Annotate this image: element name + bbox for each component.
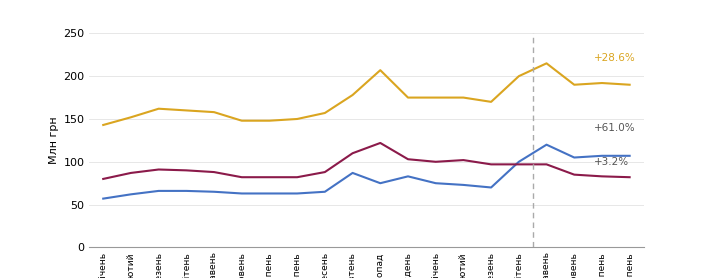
Text: +28.6%: +28.6% xyxy=(593,53,636,63)
Text: +3.2%: +3.2% xyxy=(593,157,628,167)
Text: +61.0%: +61.0% xyxy=(593,123,635,133)
Y-axis label: Млн грн: Млн грн xyxy=(49,116,59,164)
